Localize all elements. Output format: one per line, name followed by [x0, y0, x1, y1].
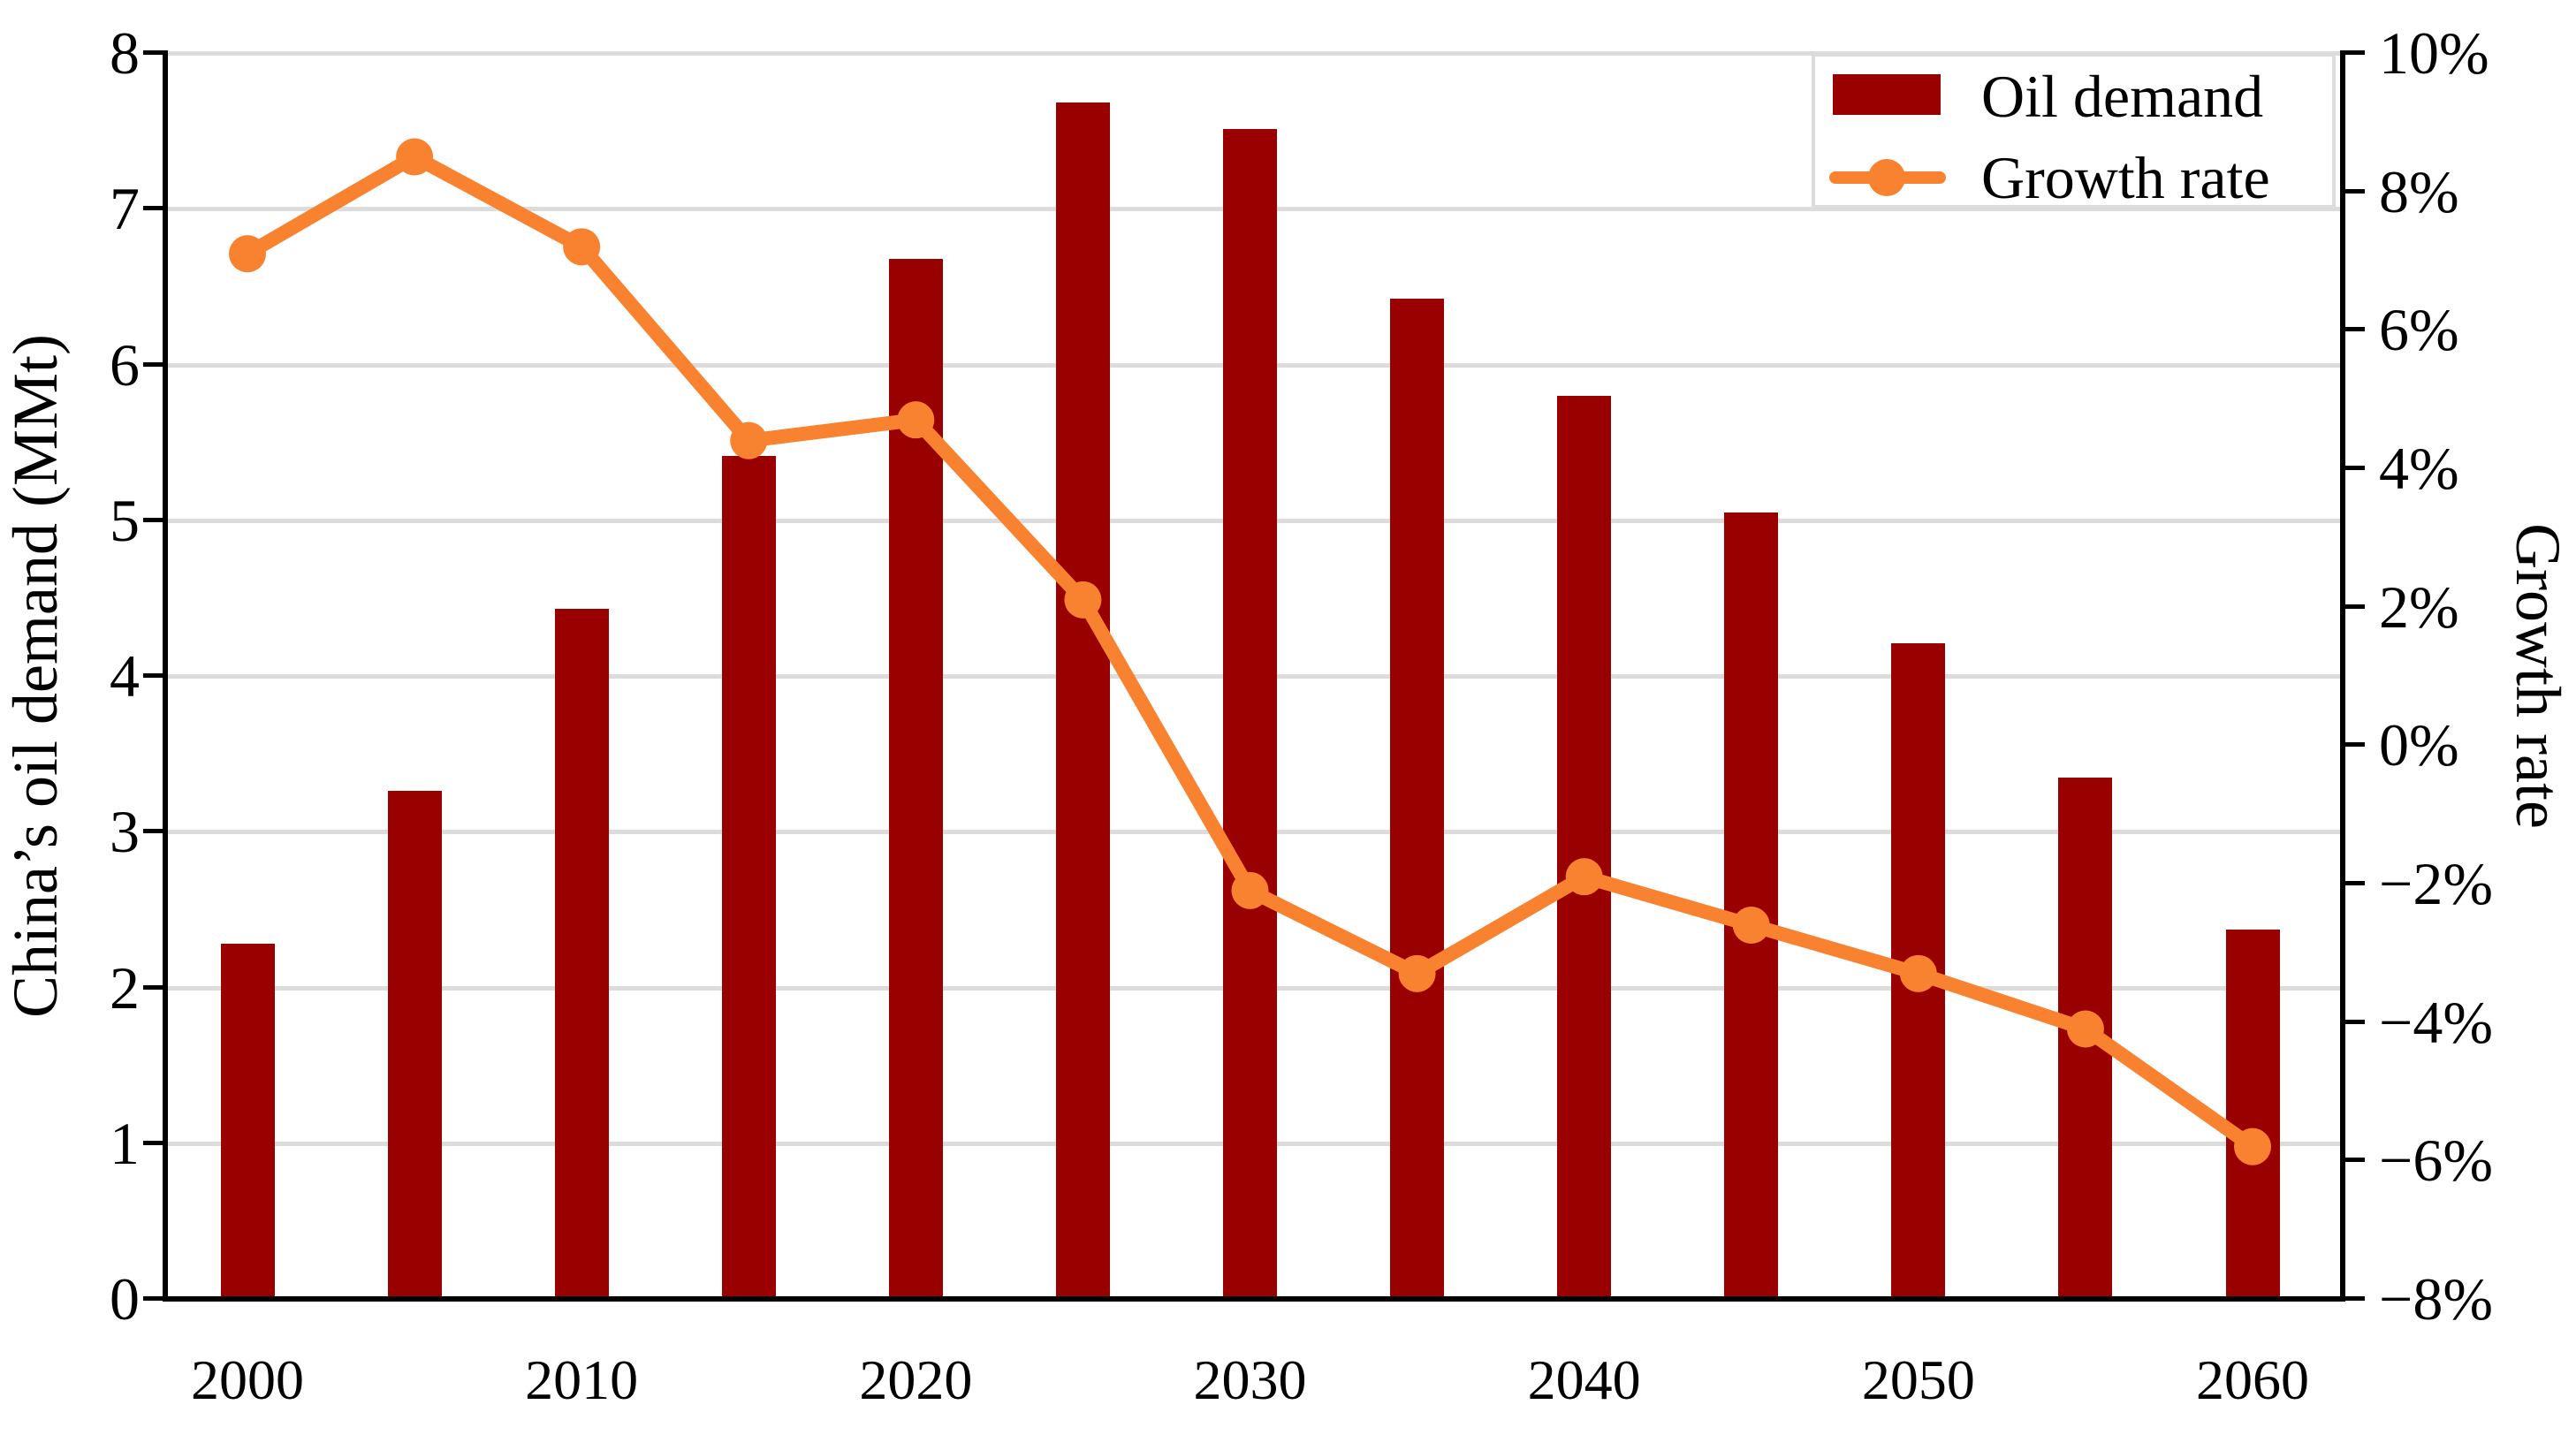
left-axis-tick	[143, 1296, 163, 1301]
left-axis-tick	[143, 1140, 163, 1145]
x-tick-label: 2010	[525, 1348, 639, 1411]
oil-demand-bar	[554, 609, 609, 1299]
left-axis-tick	[143, 50, 163, 55]
growth-rate-marker	[1398, 954, 1436, 992]
right-axis-tick	[2345, 1158, 2365, 1163]
oil-demand-bar	[1724, 512, 1779, 1299]
right-axis-tick	[2345, 50, 2365, 55]
x-tick-label: 2060	[2196, 1348, 2309, 1411]
growth-rate-marker	[396, 138, 434, 176]
growth-rate-marker	[2234, 1128, 2271, 1165]
y-tick-label-left: 5	[110, 486, 140, 554]
y-tick-label-left: 1	[110, 1109, 140, 1177]
y-tick-label-right: −2%	[2379, 850, 2493, 917]
y-tick-label-right: 4%	[2379, 435, 2459, 502]
x-tick-label: 2030	[1193, 1348, 1307, 1411]
y-tick-label-left: 3	[110, 798, 140, 866]
y-axis-title-right: Growth rate	[2503, 523, 2573, 829]
x-tick-label: 2000	[191, 1348, 304, 1411]
y-tick-label-left: 4	[110, 642, 140, 710]
oil-demand-bar	[1557, 395, 1612, 1299]
legend-marker-icon	[1868, 159, 1905, 196]
right-axis-line	[2340, 50, 2345, 1302]
y-tick-label-left: 0	[110, 1265, 140, 1332]
legend-label-growth-rate: Growth rate	[1981, 144, 2270, 211]
left-axis-line	[163, 50, 168, 1302]
oil-demand-bar	[1055, 102, 1110, 1299]
y-tick-label-right: 10%	[2379, 19, 2489, 87]
x-tick-label: 2020	[859, 1348, 973, 1411]
growth-rate-line	[229, 138, 2271, 1165]
y-tick-label-right: 8%	[2379, 157, 2459, 225]
oil-demand-bar	[387, 791, 442, 1299]
left-axis-tick	[143, 984, 163, 990]
legend-swatch-oil-demand	[1833, 74, 1941, 115]
left-axis-tick	[143, 361, 163, 367]
right-axis-tick	[2345, 604, 2365, 609]
oil-demand-bar	[1223, 129, 1277, 1299]
oil-demand-bar	[1390, 299, 1445, 1299]
growth-rate-marker	[730, 421, 768, 459]
bottom-axis-line	[163, 1296, 2345, 1302]
right-axis-tick	[2345, 742, 2365, 748]
y-tick-label-left: 8	[110, 19, 140, 87]
y-tick-label-left: 6	[110, 330, 140, 399]
left-axis-tick	[143, 206, 163, 211]
growth-rate-marker	[1899, 954, 1937, 992]
y-tick-label-right: −4%	[2379, 988, 2493, 1056]
right-axis-tick	[2345, 466, 2365, 470]
growth-rate-marker	[1231, 871, 1269, 909]
y-tick-label-right: −6%	[2379, 1127, 2493, 1195]
right-axis-tick	[2345, 327, 2365, 332]
right-axis-tick	[2345, 1019, 2365, 1024]
y-tick-label-right: 2%	[2379, 573, 2459, 641]
growth-rate-marker	[1732, 907, 1770, 944]
right-axis-tick	[2345, 1296, 2365, 1301]
left-axis-tick	[143, 829, 163, 834]
y-tick-label-right: 0%	[2379, 711, 2459, 779]
y-tick-label-right: −8%	[2379, 1265, 2493, 1332]
x-tick-label: 2050	[1861, 1348, 1975, 1411]
legend-label-oil-demand: Oil demand	[1981, 63, 2264, 130]
y-tick-label-left: 2	[110, 953, 140, 1021]
y-tick-label-left: 7	[110, 175, 140, 243]
oil-demand-bar	[220, 944, 275, 1299]
gridline	[168, 51, 2340, 56]
growth-rate-marker	[1565, 858, 1603, 896]
oil-demand-bar	[721, 456, 776, 1299]
growth-rate-marker	[1064, 581, 1102, 619]
x-tick-label: 2040	[1527, 1348, 1641, 1411]
legend: Oil demand Growth rate	[1812, 53, 2336, 209]
left-axis-tick	[143, 517, 163, 522]
oil-demand-bar	[2225, 930, 2280, 1299]
right-axis-tick	[2345, 881, 2365, 885]
growth-rate-marker	[2066, 1010, 2104, 1048]
growth-rate-marker	[563, 228, 601, 266]
growth-rate-marker	[229, 235, 266, 273]
left-axis-tick	[143, 673, 163, 678]
growth-rate-marker	[897, 401, 935, 439]
y-tick-label-right: 6%	[2379, 296, 2459, 364]
right-axis-tick	[2345, 188, 2365, 194]
